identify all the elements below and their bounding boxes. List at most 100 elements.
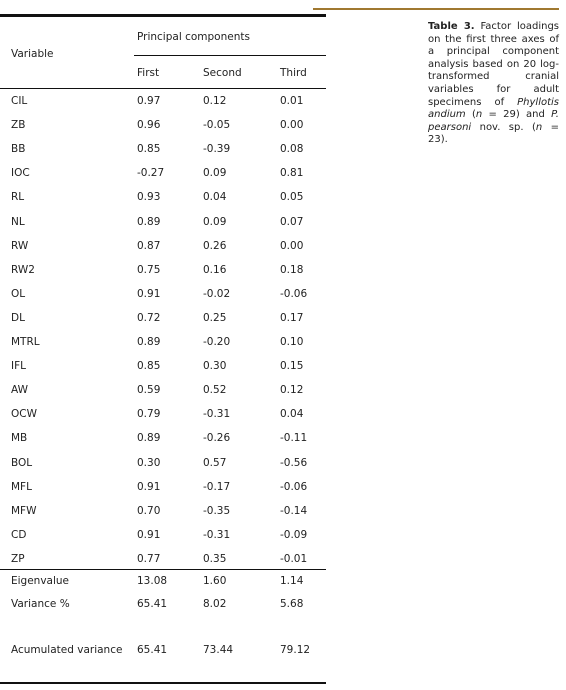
loading-cell: -0.14 <box>280 505 308 517</box>
caption-species: Phyllotis andium <box>428 96 559 121</box>
caption-text: Factor loadings on the first three axes … <box>428 21 560 108</box>
loading-cell: 0.89 <box>137 216 161 228</box>
loading-cell: -0.31 <box>203 529 231 541</box>
column-header-second: Second <box>203 67 242 79</box>
header-bottom-rule <box>0 88 326 89</box>
variable-cell: RW <box>11 240 29 252</box>
body-bottom-rule <box>0 569 326 570</box>
loading-cell: 0.01 <box>280 95 304 107</box>
loading-cell: 0.04 <box>280 408 304 420</box>
loading-cell: 0.79 <box>137 408 161 420</box>
table-caption: Table 3. Factor loadings on the first th… <box>428 21 559 147</box>
loading-cell: 0.08 <box>280 143 304 155</box>
loading-cell: 0.09 <box>203 216 227 228</box>
loading-cell: -0.17 <box>203 481 231 493</box>
loading-cell: -0.09 <box>280 529 308 541</box>
variable-cell: MFW <box>11 505 37 517</box>
loading-cell: 0.91 <box>137 481 161 493</box>
loading-cell: 0.25 <box>203 312 227 324</box>
variable-cell: BB <box>11 143 26 155</box>
loading-cell: -0.06 <box>280 481 308 493</box>
variance-first: 65.41 <box>137 598 168 610</box>
caption-label: Table 3. <box>428 21 475 32</box>
variance-second: 8.02 <box>203 598 227 610</box>
loading-cell: 0.18 <box>280 264 304 276</box>
accumulated-label: Acumulated variance <box>11 644 123 656</box>
loading-cell: 0.26 <box>203 240 227 252</box>
loading-cell: 0.87 <box>137 240 161 252</box>
caption-text: nov. sp. ( <box>471 121 536 133</box>
variance-label: Variance % <box>11 598 70 610</box>
loading-cell: -0.05 <box>203 119 231 131</box>
loading-cell: 0.85 <box>137 143 161 155</box>
caption-n: n <box>475 109 483 121</box>
loading-cell: 0.72 <box>137 312 161 324</box>
loading-cell: 0.89 <box>137 432 161 444</box>
table-bottom-rule <box>0 682 326 684</box>
caption-n: n <box>535 121 543 133</box>
variable-cell: CD <box>11 529 27 541</box>
loading-cell: 0.97 <box>137 95 161 107</box>
loading-cell: 0.89 <box>137 336 161 348</box>
loading-cell: 0.12 <box>203 95 227 107</box>
variable-cell: ZP <box>11 553 25 565</box>
variable-header: Variable <box>11 48 54 60</box>
loading-cell: -0.39 <box>203 143 231 155</box>
loading-cell: 0.91 <box>137 529 161 541</box>
loading-cell: 0.91 <box>137 288 161 300</box>
variable-cell: AW <box>11 384 28 396</box>
loading-cell: 0.16 <box>203 264 227 276</box>
loading-cell: 0.00 <box>280 240 304 252</box>
loading-cell: -0.35 <box>203 505 231 517</box>
loading-cell: 0.77 <box>137 553 161 565</box>
loading-cell: 0.57 <box>203 457 227 469</box>
variable-cell: IFL <box>11 360 26 372</box>
eigenvalue-label: Eigenvalue <box>11 575 70 587</box>
eigenvalue-first: 13.08 <box>137 575 168 587</box>
loading-cell: 0.10 <box>280 336 304 348</box>
variable-cell: CIL <box>11 95 28 107</box>
variable-cell: DL <box>11 312 25 324</box>
loading-cell: -0.31 <box>203 408 231 420</box>
caption-species: P. pearsoni <box>428 109 559 133</box>
variable-cell: BOL <box>11 457 33 469</box>
caption-text: = 29) and <box>482 109 552 121</box>
loading-cell: -0.20 <box>203 336 231 348</box>
group-header: Principal components <box>137 31 250 43</box>
variance-third: 5.68 <box>280 598 304 610</box>
column-header-first: First <box>137 67 160 79</box>
loading-cell: 0.93 <box>137 191 161 203</box>
loading-cell: 0.35 <box>203 553 227 565</box>
eigenvalue-third: 1.14 <box>280 575 304 587</box>
loading-cell: 0.96 <box>137 119 161 131</box>
variable-cell: OL <box>11 288 26 300</box>
loading-cell: -0.06 <box>280 288 308 300</box>
loading-cell: 0.59 <box>137 384 161 396</box>
table-top-rule <box>0 14 326 17</box>
accumulated-first: 65.41 <box>137 644 168 656</box>
loading-cell: -0.26 <box>203 432 231 444</box>
loading-cell: 0.70 <box>137 505 161 517</box>
accumulated-second: 73.44 <box>203 644 234 656</box>
loading-cell: 0.81 <box>280 167 304 179</box>
loading-cell: 0.75 <box>137 264 161 276</box>
loading-cell: 0.04 <box>203 191 227 203</box>
variable-cell: MTRL <box>11 336 40 348</box>
loading-cell: 0.52 <box>203 384 227 396</box>
group-header-rule <box>134 55 326 56</box>
loading-cell: 0.09 <box>203 167 227 179</box>
caption-top-rule <box>313 8 559 10</box>
loading-cell: 0.85 <box>137 360 161 372</box>
eigenvalue-second: 1.60 <box>203 575 227 587</box>
variable-cell: ZB <box>11 119 26 131</box>
caption-text: ( <box>465 109 476 121</box>
loading-cell: 0.12 <box>280 384 304 396</box>
variable-cell: RW2 <box>11 264 35 276</box>
variable-cell: OCW <box>11 408 37 420</box>
loading-cell: -0.56 <box>280 457 308 469</box>
variable-cell: NL <box>11 216 25 228</box>
loading-cell: 0.30 <box>137 457 161 469</box>
loading-cell: -0.01 <box>280 553 308 565</box>
loading-cell: -0.27 <box>137 167 165 179</box>
loading-cell: 0.15 <box>280 360 304 372</box>
